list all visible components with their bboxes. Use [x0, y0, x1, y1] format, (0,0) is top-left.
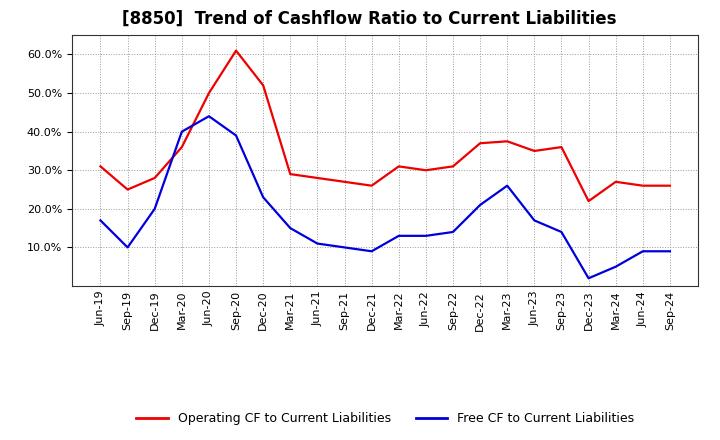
Operating CF to Current Liabilities [476, 141, 485, 146]
Operating CF to Current Liabilities [96, 164, 105, 169]
Free CF to Current Liabilities [476, 202, 485, 208]
Free CF to Current Liabilities [639, 249, 647, 254]
Text: [8850]  Trend of Cashflow Ratio to Current Liabilities: [8850] Trend of Cashflow Ratio to Curren… [122, 10, 616, 28]
Operating CF to Current Liabilities [665, 183, 674, 188]
Free CF to Current Liabilities [232, 133, 240, 138]
Free CF to Current Liabilities [341, 245, 349, 250]
Free CF to Current Liabilities [178, 129, 186, 134]
Operating CF to Current Liabilities [584, 198, 593, 204]
Operating CF to Current Liabilities [503, 139, 511, 144]
Operating CF to Current Liabilities [639, 183, 647, 188]
Line: Operating CF to Current Liabilities: Operating CF to Current Liabilities [101, 51, 670, 201]
Free CF to Current Liabilities [557, 229, 566, 235]
Operating CF to Current Liabilities [123, 187, 132, 192]
Operating CF to Current Liabilities [421, 168, 430, 173]
Operating CF to Current Liabilities [611, 179, 620, 184]
Free CF to Current Liabilities [367, 249, 376, 254]
Operating CF to Current Liabilities [232, 48, 240, 53]
Free CF to Current Liabilities [395, 233, 403, 238]
Operating CF to Current Liabilities [150, 175, 159, 180]
Operating CF to Current Liabilities [557, 144, 566, 150]
Free CF to Current Liabilities [503, 183, 511, 188]
Operating CF to Current Liabilities [449, 164, 457, 169]
Legend: Operating CF to Current Liabilities, Free CF to Current Liabilities: Operating CF to Current Liabilities, Fre… [131, 407, 639, 430]
Operating CF to Current Liabilities [341, 179, 349, 184]
Operating CF to Current Liabilities [286, 172, 294, 177]
Free CF to Current Liabilities [204, 114, 213, 119]
Free CF to Current Liabilities [421, 233, 430, 238]
Operating CF to Current Liabilities [395, 164, 403, 169]
Free CF to Current Liabilities [286, 225, 294, 231]
Operating CF to Current Liabilities [367, 183, 376, 188]
Free CF to Current Liabilities [611, 264, 620, 269]
Operating CF to Current Liabilities [178, 144, 186, 150]
Free CF to Current Liabilities [313, 241, 322, 246]
Free CF to Current Liabilities [584, 275, 593, 281]
Free CF to Current Liabilities [259, 194, 268, 200]
Free CF to Current Liabilities [150, 206, 159, 212]
Free CF to Current Liabilities [96, 218, 105, 223]
Operating CF to Current Liabilities [530, 148, 539, 154]
Operating CF to Current Liabilities [313, 175, 322, 180]
Operating CF to Current Liabilities [259, 83, 268, 88]
Free CF to Current Liabilities [449, 229, 457, 235]
Free CF to Current Liabilities [665, 249, 674, 254]
Operating CF to Current Liabilities [204, 91, 213, 96]
Free CF to Current Liabilities [123, 245, 132, 250]
Free CF to Current Liabilities [530, 218, 539, 223]
Line: Free CF to Current Liabilities: Free CF to Current Liabilities [101, 116, 670, 278]
